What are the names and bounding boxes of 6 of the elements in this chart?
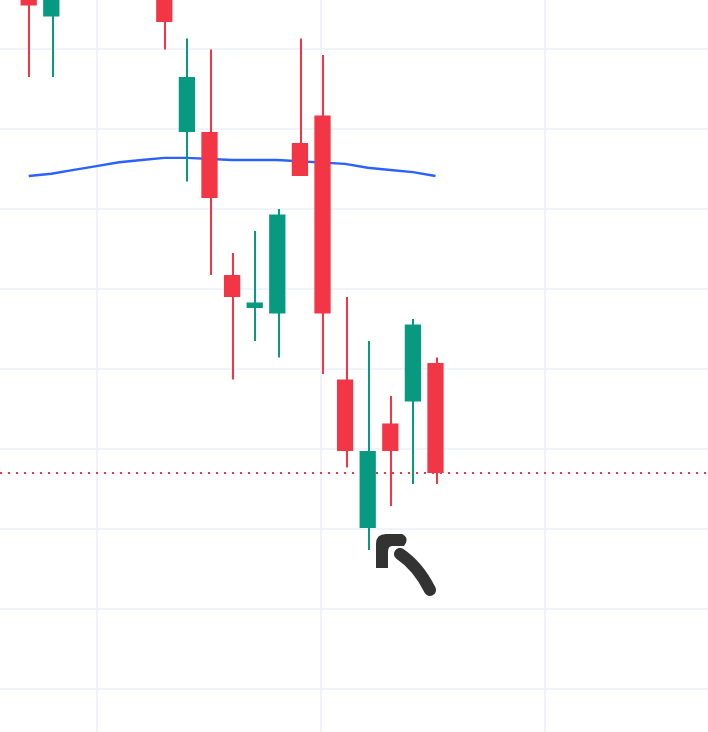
candlestick: [291, 37, 309, 177]
candlestick: [20, 0, 37, 78]
candlestick: [156, 0, 173, 51]
candlestick: [246, 229, 263, 342]
candlestick: [223, 251, 241, 381]
candlestick: [43, 0, 60, 78]
